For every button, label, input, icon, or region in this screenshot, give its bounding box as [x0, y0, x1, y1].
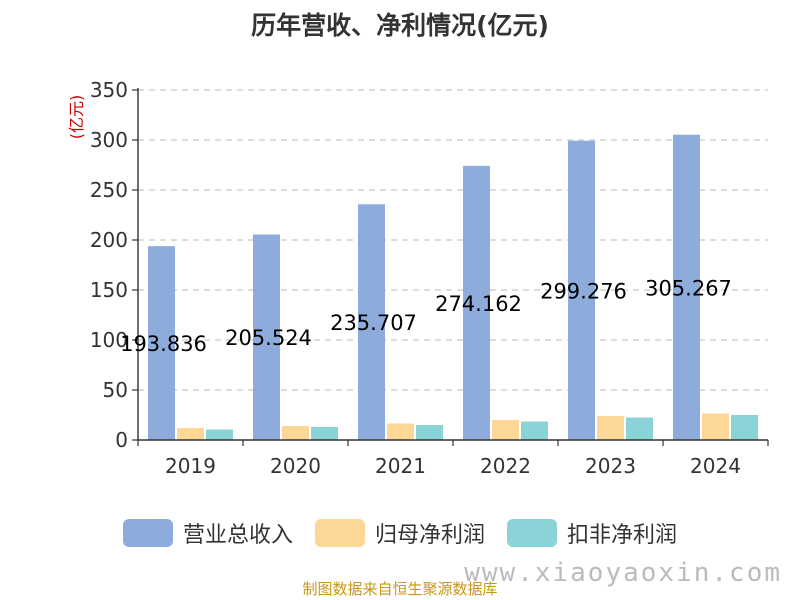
bar-2-2023 — [597, 416, 624, 440]
watermark: www.xiaoyaoxin.com — [464, 558, 782, 588]
legend-swatch — [314, 519, 365, 547]
y-tick-label: 100 — [90, 328, 128, 352]
x-tick-label: 2021 — [375, 454, 426, 478]
y-tick-label: 50 — [103, 378, 128, 402]
data-label: 235.707 — [330, 311, 417, 335]
bar-2-2022 — [492, 420, 519, 440]
data-label: 299.276 — [540, 279, 627, 303]
bar-3-2020 — [311, 427, 338, 440]
bar-3-2019 — [206, 429, 233, 440]
legend: 营业总收入 归母净利润 扣非净利润 — [0, 517, 800, 549]
x-tick-label: 2022 — [480, 454, 531, 478]
bar-3-2021 — [416, 425, 443, 440]
axes: 0 50 100 150 200 250 300 350 2019 2020 2021 2022 202… — [90, 78, 769, 478]
bar-2-2020 — [282, 426, 309, 440]
legend-label: 营业总收入 — [182, 523, 293, 548]
data-source-note: 制图数据来自恒生聚源数据库 — [302, 580, 498, 598]
bar-1-2023 — [568, 140, 595, 440]
legend-item[interactable]: 归母净利润 — [314, 517, 485, 549]
bar-2-2019 — [177, 428, 204, 440]
bars — [148, 134, 758, 440]
legend-label: 扣非净利润 — [567, 523, 678, 548]
legend-swatch — [122, 519, 173, 547]
bar-1-2024 — [673, 134, 700, 440]
bar-1-2019 — [148, 246, 175, 440]
data-label: 305.267 — [645, 276, 732, 300]
bar-1-2021 — [358, 204, 385, 440]
y-tick-label: 350 — [90, 78, 128, 102]
y-tick-label: 250 — [90, 178, 128, 202]
x-tick-label: 2023 — [585, 454, 636, 478]
bar-3-2023 — [626, 417, 653, 440]
y-tick-label: 200 — [90, 228, 128, 252]
x-tick-label: 2019 — [165, 454, 216, 478]
legend-label: 归母净利润 — [374, 523, 485, 548]
y-tick-label: 0 — [115, 428, 128, 452]
bar-2-2021 — [387, 423, 414, 440]
legend-item[interactable]: 扣非净利润 — [507, 517, 677, 549]
x-tick-label: 2020 — [270, 454, 321, 478]
legend-swatch — [507, 519, 557, 547]
bar-1-2022 — [463, 165, 490, 440]
y-tick-label: 150 — [90, 278, 128, 302]
data-label: 205.524 — [225, 326, 312, 350]
legend-item[interactable]: 营业总收入 — [122, 517, 293, 549]
bar-1-2020 — [253, 234, 280, 440]
data-label: 193.836 — [120, 332, 207, 356]
y-axis-unit-label: (亿元) — [67, 95, 86, 140]
y-tick-label: 300 — [90, 128, 128, 152]
grid-lines — [138, 89, 768, 391]
bar-3-2024 — [731, 415, 758, 440]
x-tick-label: 2024 — [690, 454, 741, 478]
chart-title: 历年营收、净利情况(亿元) — [251, 11, 549, 40]
data-labels: 193.836 205.524 235.707 274.162 299.276 305.2… — [120, 276, 732, 356]
data-label: 274.162 — [435, 292, 522, 316]
bar-2-2024 — [702, 413, 729, 440]
bar-3-2022 — [521, 421, 548, 440]
